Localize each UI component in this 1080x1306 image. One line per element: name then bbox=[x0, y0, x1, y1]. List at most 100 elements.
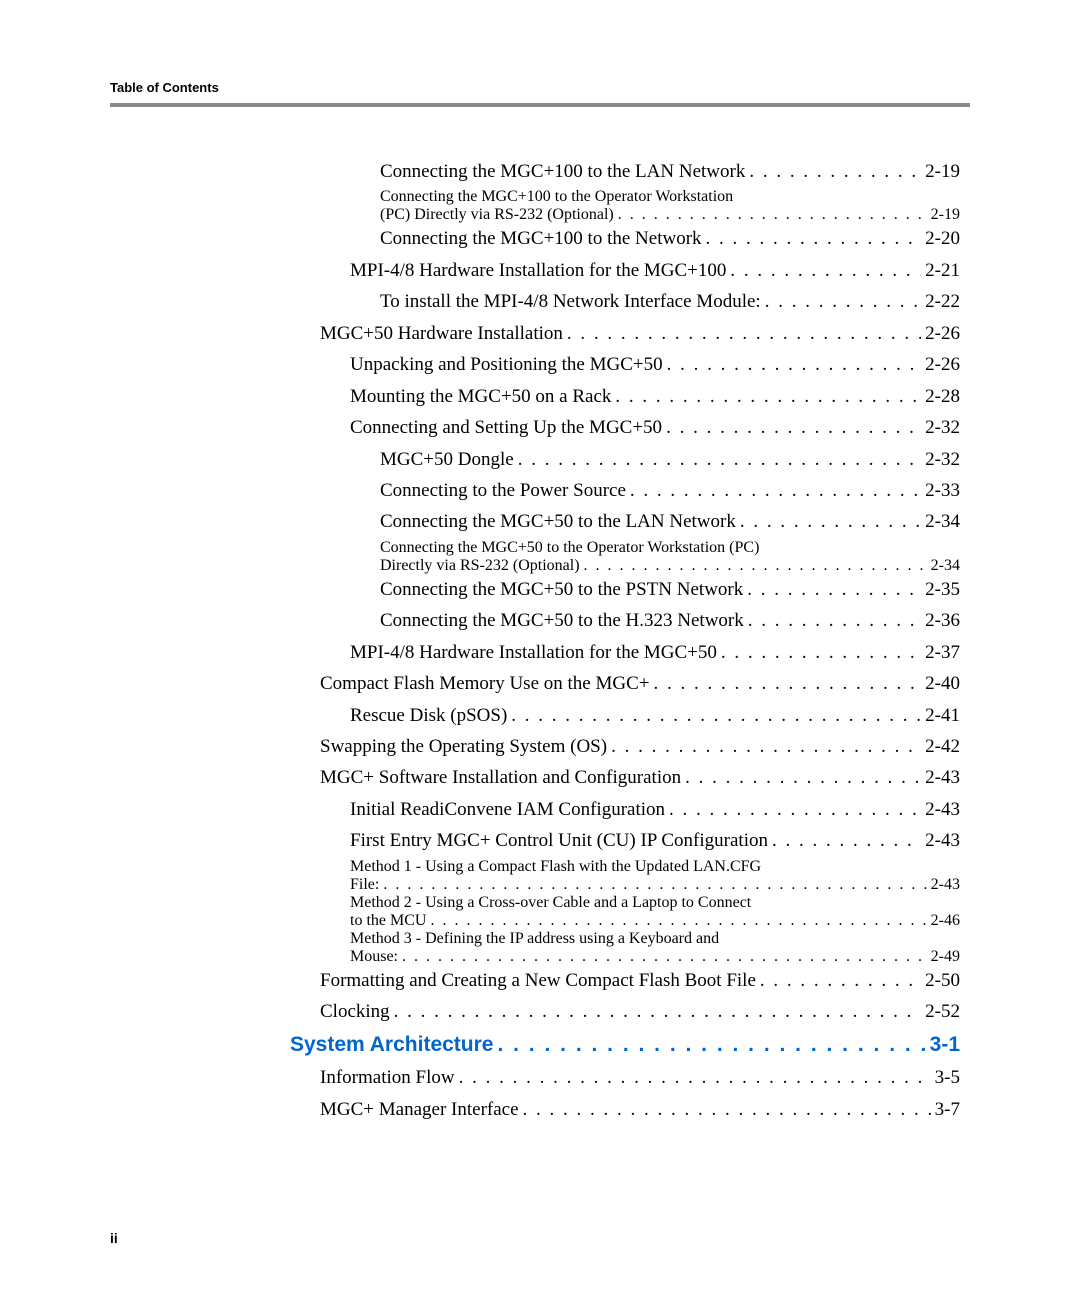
toc-page-number: 2-21 bbox=[921, 256, 960, 285]
toc-page-number: 2-49 bbox=[927, 948, 960, 966]
toc-label: Method 3 - Defining the IP address using… bbox=[350, 930, 719, 948]
toc-page-number: 2-20 bbox=[921, 224, 960, 253]
toc-label-continuation: (PC) Directly via RS-232 (Optional) bbox=[380, 206, 614, 224]
toc-entry: Connecting the MGC+100 to the Operator W… bbox=[290, 188, 960, 224]
toc-page-number: 2-19 bbox=[921, 157, 960, 186]
toc-label: Connecting the MGC+50 to the LAN Network bbox=[380, 507, 736, 536]
toc-page-number: 2-46 bbox=[927, 912, 960, 930]
toc-entry: Compact Flash Memory Use on the MGC+ 2-40 bbox=[290, 669, 960, 698]
toc-label: To install the MPI-4/8 Network Interface… bbox=[380, 287, 761, 316]
toc-label-continuation: Directly via RS-232 (Optional) bbox=[380, 557, 580, 575]
toc-page-number: 2-43 bbox=[921, 826, 960, 855]
toc-dots bbox=[717, 638, 921, 667]
toc-label: Unpacking and Positioning the MGC+50 bbox=[350, 350, 663, 379]
toc-label: MGC+50 Dongle bbox=[380, 445, 514, 474]
toc-page-number: 2-33 bbox=[921, 476, 960, 505]
toc-label: Formatting and Creating a New Compact Fl… bbox=[320, 966, 756, 995]
toc-page-number: 2-28 bbox=[921, 382, 960, 411]
toc-dots bbox=[743, 575, 921, 604]
toc-label-continuation: File: bbox=[350, 876, 379, 894]
toc-label: Connecting the MGC+50 to the Operator Wo… bbox=[380, 539, 759, 557]
toc-page-number: 2-32 bbox=[921, 413, 960, 442]
toc-entry: MGC+ Software Installation and Configura… bbox=[290, 763, 960, 792]
toc-label: MGC+ Software Installation and Configura… bbox=[320, 763, 681, 792]
toc-label: First Entry MGC+ Control Unit (CU) IP Co… bbox=[350, 826, 768, 855]
toc-entry: MGC+ Manager Interface3-7 bbox=[290, 1095, 960, 1124]
toc-dots bbox=[726, 256, 921, 285]
toc-entry: Method 3 - Defining the IP address using… bbox=[290, 930, 960, 966]
toc-entry: Initial ReadiConvene IAM Configuration2-… bbox=[290, 795, 960, 824]
toc-dots bbox=[614, 206, 927, 224]
toc-dots bbox=[649, 669, 921, 698]
toc-label: Method 2 - Using a Cross-over Cable and … bbox=[350, 894, 751, 912]
toc-dots bbox=[761, 287, 921, 316]
toc-page-number: 2-43 bbox=[927, 876, 960, 894]
page: Table of Contents Connecting the MGC+100… bbox=[0, 0, 1080, 1306]
toc-dots bbox=[455, 1063, 931, 1092]
toc-label: Connecting the MGC+50 to the H.323 Netwo… bbox=[380, 606, 744, 635]
toc-page-number: 2-50 bbox=[921, 966, 960, 995]
table-of-contents: Connecting the MGC+100 to the LAN Networ… bbox=[110, 157, 970, 1124]
toc-label: Rescue Disk (pSOS) bbox=[350, 701, 507, 730]
toc-page-number: 2-37 bbox=[921, 638, 960, 667]
toc-entry: Unpacking and Positioning the MGC+502-26 bbox=[290, 350, 960, 379]
toc-entry: Information Flow 3-5 bbox=[290, 1063, 960, 1092]
toc-page-number: 2-36 bbox=[921, 606, 960, 635]
page-number: ii bbox=[110, 1230, 118, 1246]
toc-dots bbox=[519, 1095, 931, 1124]
toc-dots bbox=[607, 732, 921, 761]
toc-dots bbox=[426, 912, 926, 930]
toc-label: Connecting the MGC+100 to the LAN Networ… bbox=[380, 157, 745, 186]
toc-label: Initial ReadiConvene IAM Configuration bbox=[350, 795, 665, 824]
toc-label: Information Flow bbox=[320, 1063, 455, 1092]
toc-label: Compact Flash Memory Use on the MGC+ bbox=[320, 669, 649, 698]
toc-section-entry: System Architecture3-1 bbox=[290, 1029, 960, 1062]
toc-entry: To install the MPI-4/8 Network Interface… bbox=[290, 287, 960, 316]
toc-label: Connecting and Setting Up the MGC+50 bbox=[350, 413, 662, 442]
toc-dots bbox=[580, 557, 927, 575]
toc-entry: Rescue Disk (pSOS)2-41 bbox=[290, 701, 960, 730]
toc-label: MGC+50 Hardware Installation bbox=[320, 319, 563, 348]
toc-entry: Mounting the MGC+50 on a Rack 2-28 bbox=[290, 382, 960, 411]
toc-dots bbox=[398, 948, 927, 966]
toc-page-number: 2-19 bbox=[927, 206, 960, 224]
toc-dots bbox=[514, 445, 921, 474]
toc-dots bbox=[379, 876, 926, 894]
toc-label-continuation: Mouse: bbox=[350, 948, 398, 966]
toc-label: Method 1 - Using a Compact Flash with th… bbox=[350, 858, 761, 876]
toc-entry: Connecting the MGC+50 to the PSTN Networ… bbox=[290, 575, 960, 604]
toc-dots bbox=[768, 826, 921, 855]
toc-entry: Connecting the MGC+50 to the Operator Wo… bbox=[290, 539, 960, 575]
toc-section-label[interactable]: System Architecture bbox=[290, 1029, 493, 1062]
toc-dots bbox=[756, 966, 921, 995]
toc-page-number: 2-26 bbox=[921, 319, 960, 348]
toc-entry: Method 2 - Using a Cross-over Cable and … bbox=[290, 894, 960, 930]
toc-dots bbox=[663, 350, 922, 379]
toc-page-number: 2-22 bbox=[921, 287, 960, 316]
toc-page-number: 2-32 bbox=[921, 445, 960, 474]
toc-entry: Connecting the MGC+100 to the LAN Networ… bbox=[290, 157, 960, 186]
toc-dots bbox=[390, 997, 922, 1026]
toc-label: Connecting to the Power Source bbox=[380, 476, 626, 505]
toc-entry: Swapping the Operating System (OS)2-42 bbox=[290, 732, 960, 761]
toc-entry: Connecting the MGC+100 to the Network2-2… bbox=[290, 224, 960, 253]
toc-entry: Clocking2-52 bbox=[290, 997, 960, 1026]
toc-label: Swapping the Operating System (OS) bbox=[320, 732, 607, 761]
toc-entry: MPI-4/8 Hardware Installation for the MG… bbox=[290, 638, 960, 667]
toc-entry: Connecting the MGC+50 to the H.323 Netwo… bbox=[290, 606, 960, 635]
toc-page-number: 2-34 bbox=[927, 557, 960, 575]
toc-dots bbox=[736, 507, 921, 536]
toc-dots bbox=[563, 319, 921, 348]
toc-label: Connecting the MGC+50 to the PSTN Networ… bbox=[380, 575, 743, 604]
toc-entry: Connecting and Setting Up the MGC+50 2-32 bbox=[290, 413, 960, 442]
toc-dots bbox=[702, 224, 922, 253]
toc-label: Mounting the MGC+50 on a Rack bbox=[350, 382, 611, 411]
toc-page-number: 2-34 bbox=[921, 507, 960, 536]
header-divider bbox=[110, 103, 970, 107]
toc-page-number: 2-40 bbox=[921, 669, 960, 698]
toc-page-number: 3-5 bbox=[931, 1063, 960, 1092]
toc-dots bbox=[745, 157, 921, 186]
toc-entry: Method 1 - Using a Compact Flash with th… bbox=[290, 858, 960, 894]
toc-label: MGC+ Manager Interface bbox=[320, 1095, 519, 1124]
toc-dots bbox=[626, 476, 921, 505]
